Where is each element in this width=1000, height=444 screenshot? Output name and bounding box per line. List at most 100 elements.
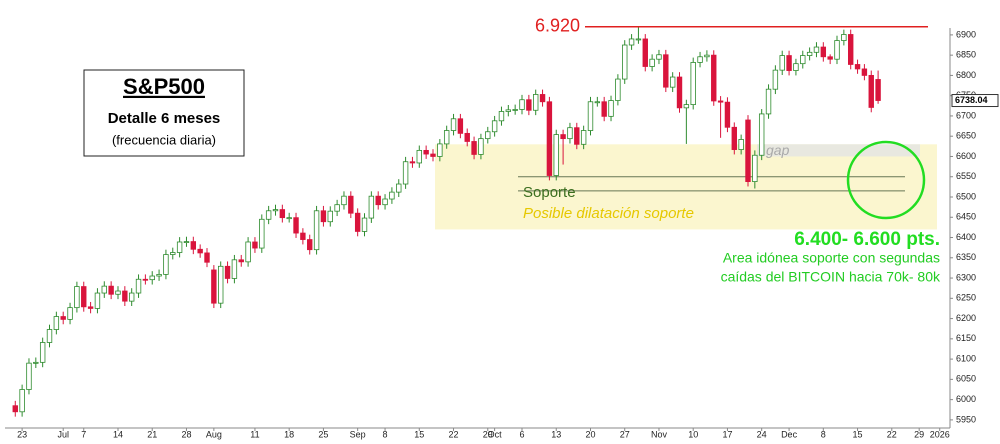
candle-body [854,64,861,70]
candle-body [615,78,621,101]
candle-body [471,141,477,155]
candle-body [67,307,73,320]
x-tick-label: 27 [620,429,630,439]
x-tick-label: Sep [350,429,366,439]
candle-body [635,38,642,41]
x-tick-label: 2026 [930,429,950,439]
candle-body [560,134,566,140]
candle-body [368,195,375,219]
candle-body [649,58,655,67]
candle-body [135,278,142,294]
annotations-back: gap Soporte Posible dilatación soporte [435,142,937,230]
candle-body [574,127,580,145]
last-price-label: 6738.04 [955,95,988,105]
candle-body [341,195,347,206]
x-tick-label: 10 [688,429,698,439]
candle-body [389,191,395,200]
support-zone-label: Posible dilatación soporte [523,205,694,222]
candle-body [163,254,169,275]
x-tick-label: 7 [81,429,86,439]
candle-body [409,161,416,164]
candle-body [87,306,94,309]
candle-body [320,210,327,223]
y-tick-label: 6800 [956,70,976,80]
candle-body [218,265,224,304]
x-tick-label: 8 [383,429,388,439]
x-tick-label: Dec [781,429,798,439]
y-tick-label: 6300 [956,272,976,282]
candle-body [567,127,573,140]
x-tick-label: 6 [520,429,525,439]
candle-body [711,54,717,102]
candle-body [39,342,46,363]
chart-subtitle: Detalle 6 meses [108,110,221,127]
chart-title: S&P500 [123,74,205,99]
candle-body [115,290,121,295]
y-tick-label: 6900 [956,29,976,39]
candle-body [272,209,279,212]
candle-body [224,265,231,279]
candle-body [745,119,751,182]
candle-body [122,290,128,302]
gap-zone [757,144,920,157]
candle-body [108,285,114,295]
candle-body [190,241,197,250]
x-tick-label: 22 [887,429,897,439]
y-tick-label: 6650 [956,131,976,141]
candle-body [238,259,244,263]
candle-body [176,241,183,253]
x-tick-label: Oct [488,429,503,439]
y-tick-label: 6850 [956,50,976,60]
candle-body [683,104,690,109]
candle-body [46,329,53,343]
y-tick-label: 6350 [956,252,976,262]
candle-body [663,54,669,88]
candle-body [402,161,409,185]
x-tick-label: 14 [113,429,123,439]
candle-body [841,34,847,41]
y-tick-label: 6100 [956,353,976,363]
x-tick-label: 22 [449,429,459,439]
candle-body [396,183,402,193]
candle-body [697,56,703,63]
x-tick-label: Jul [57,429,69,439]
candle-body [33,361,39,364]
candle-body [293,217,299,234]
candle-body [430,153,436,157]
candle-body [478,138,484,155]
candle-body [724,101,731,128]
candle-body [485,131,491,140]
candle-body [313,210,320,251]
candle-body [26,362,32,390]
candle-body [170,252,176,255]
candle-body [457,118,464,134]
candle-body [327,210,333,223]
candle-body [279,209,286,219]
candle-body [437,143,443,157]
x-tick-label: 11 [250,429,259,439]
candle-body [827,56,833,60]
resistance-label: 6.920 [535,16,580,36]
x-tick-label: 23 [17,429,27,439]
candle-body [512,109,518,111]
candle-body [81,286,87,308]
candle-body [772,69,779,90]
x-tick-label: 21 [147,429,157,439]
candle-body [375,195,381,206]
candle-body [183,241,190,243]
candle-body [450,118,457,131]
candle-body [546,101,553,176]
candle-body [211,269,217,304]
candle-body [608,100,614,117]
candle-body [416,149,422,164]
x-tick-label: 8 [821,429,826,439]
candle-body [820,46,827,58]
candle-body [806,51,813,56]
candle-body [642,38,648,67]
last-price-box [951,94,999,108]
candle-body [149,275,155,281]
x-tick-label: 17 [722,429,732,439]
y-tick-label: 6500 [956,191,976,201]
candle-body [101,285,107,294]
